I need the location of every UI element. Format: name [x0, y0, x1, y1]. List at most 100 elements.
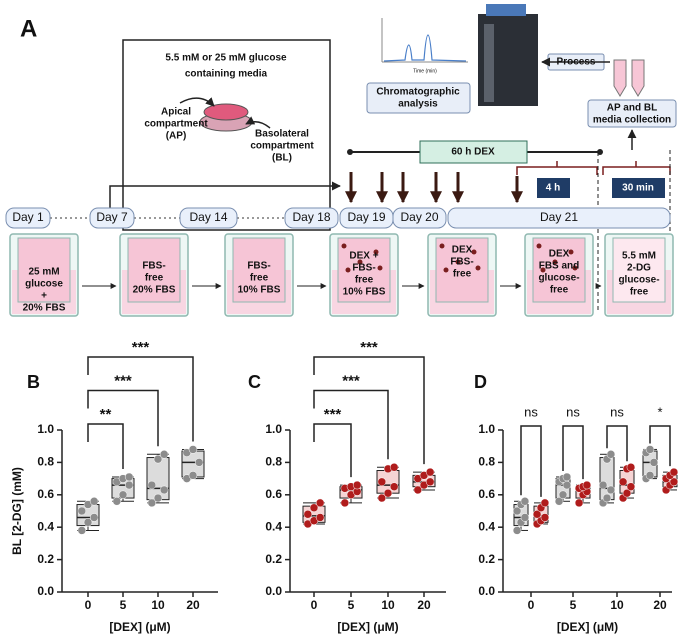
data-point — [89, 497, 99, 506]
x-tick-label: 20 — [417, 598, 431, 612]
y-tick-label: 1.0 — [265, 422, 282, 436]
min30-text: 30 min — [622, 183, 654, 194]
y-tick-label: 0.8 — [478, 455, 495, 469]
data-point — [622, 488, 632, 498]
significance-bracket — [87, 356, 194, 442]
significance-label: *** — [132, 339, 150, 356]
well-text: FBS and — [539, 261, 580, 272]
well-text: FBS- — [352, 263, 375, 274]
data-point — [512, 526, 522, 535]
media-text: containing media — [185, 69, 268, 80]
data-point — [618, 477, 628, 487]
data-point — [124, 472, 134, 482]
insert — [17, 237, 71, 303]
well-text: 20% FBS — [133, 285, 176, 296]
tube — [631, 59, 645, 97]
collection-box — [587, 99, 677, 128]
data-point — [425, 467, 435, 477]
dex-box — [419, 140, 528, 164]
apical-text: (AP) — [166, 131, 187, 142]
instrument-panel — [484, 24, 494, 102]
media-box — [122, 39, 331, 231]
y-tick-label: 0.6 — [478, 487, 495, 501]
dex-dot — [357, 259, 363, 265]
data-point — [558, 490, 568, 500]
dex-dot — [455, 259, 461, 265]
x-tick-label: 10 — [610, 598, 624, 612]
well-text: DEX — [549, 249, 570, 260]
well-text: 20% FBS — [23, 303, 66, 314]
significance-label: *** — [360, 339, 378, 356]
well-text: 5.5 mM — [622, 251, 656, 262]
y-tick-label: 0.6 — [37, 487, 54, 501]
significance-label: ns — [566, 404, 580, 419]
x-axis-title: [DEX] (μM) — [337, 620, 398, 634]
x-tick-label: 5 — [570, 598, 577, 612]
basolateral-text: (BL) — [272, 153, 292, 164]
significance-bracket — [313, 423, 352, 478]
data-point — [532, 509, 542, 519]
dex-dot — [572, 265, 578, 271]
data-point — [626, 482, 636, 491]
significance-label: * — [657, 404, 662, 419]
data-point — [89, 513, 99, 522]
media-text: 5.5 mM or 25 mM glucose — [165, 53, 287, 64]
dex-dot — [540, 267, 546, 273]
significance-bracket — [649, 425, 671, 467]
x-axis-title: [DEX] (μM) — [109, 620, 170, 634]
data-point — [153, 454, 163, 464]
dish-insert — [203, 103, 249, 121]
well-text: free — [250, 273, 269, 284]
day-pill — [179, 207, 238, 229]
schematic — [50, 4, 677, 312]
y-tick-label: 0.4 — [478, 519, 495, 533]
bracket — [602, 161, 671, 175]
insert — [232, 237, 286, 303]
dex-dot — [373, 249, 379, 255]
panel-label: A — [20, 15, 37, 42]
significance-label: *** — [114, 372, 132, 389]
data-point — [413, 485, 423, 495]
dex-dot — [439, 243, 445, 249]
data-point — [77, 526, 87, 535]
well-text: free — [550, 285, 569, 296]
y-tick-label: 0.4 — [37, 519, 54, 533]
data-point — [562, 472, 572, 482]
well-text: FBS- — [142, 261, 165, 272]
data-point — [645, 471, 655, 480]
data-point — [669, 467, 679, 477]
well-text: free — [453, 269, 472, 280]
day-label: Day 14 — [189, 210, 227, 224]
chromatographic-box — [366, 82, 471, 114]
y-tick-label: 0.6 — [265, 487, 282, 501]
significance-bracket — [313, 356, 425, 465]
data-point — [153, 493, 163, 503]
data-point — [377, 493, 387, 503]
well-text: DEX + — [349, 251, 378, 262]
dex-dot — [341, 243, 347, 249]
well-text: free — [145, 273, 164, 284]
dex-line-end — [347, 149, 353, 155]
data-point — [77, 506, 87, 516]
data-point — [159, 485, 169, 495]
data-point — [188, 445, 198, 454]
data-point — [626, 463, 636, 472]
arrow — [109, 181, 341, 208]
data-point — [147, 498, 157, 508]
basolateral-text: Basolateral — [255, 129, 309, 140]
data-point — [83, 518, 93, 527]
dex-dot — [552, 259, 558, 265]
significance-label: ns — [524, 404, 538, 419]
data-point — [602, 493, 612, 503]
basolateral-arrow — [245, 116, 271, 129]
dex-dot — [568, 249, 574, 255]
well-text: FBS- — [247, 261, 270, 272]
basolateral-text: compartment — [250, 141, 314, 152]
dex-dot — [536, 243, 542, 249]
well-text: free — [355, 275, 374, 286]
data-point — [352, 480, 362, 490]
significance-label: *** — [342, 372, 360, 389]
dex-text: 60 h DEX — [451, 147, 495, 158]
data-point — [340, 498, 350, 508]
